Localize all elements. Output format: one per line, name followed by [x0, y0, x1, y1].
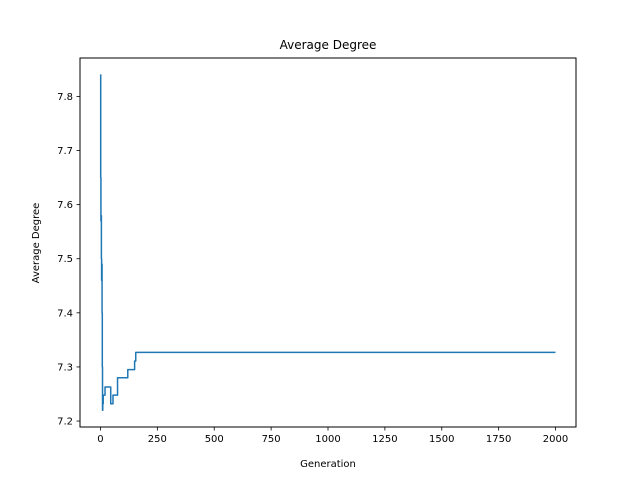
x-axis-ticks: 0 250 500 750 1000 1250 1500 1750 2000: [97, 427, 568, 445]
x-tick-label: 2000: [543, 434, 568, 445]
x-tick-label: 250: [148, 434, 167, 445]
y-tick-label: 7.6: [57, 200, 73, 211]
x-axis-label: Generation: [300, 459, 356, 470]
plot-area: [80, 58, 576, 427]
y-axis-label: Average Degree: [31, 203, 42, 284]
series-layer: [99, 74, 556, 411]
x-tick-label: 0: [97, 434, 103, 445]
y-axis-ticks: 7.2 7.3 7.4 7.5 7.6 7.7 7.8: [57, 92, 80, 428]
x-tick-label: 750: [262, 434, 281, 445]
y-tick-label: 7.7: [57, 146, 73, 157]
y-tick-label: 7.5: [57, 254, 73, 265]
y-tick-label: 7.2: [57, 417, 73, 428]
x-tick-label: 500: [205, 434, 224, 445]
y-tick-label: 7.8: [57, 92, 73, 103]
x-tick-label: 1250: [372, 434, 397, 445]
x-tick-label: 1750: [486, 434, 511, 445]
series-line: [99, 74, 556, 411]
plot-frame: [79, 57, 577, 428]
x-tick-label: 1000: [315, 434, 340, 445]
y-tick-label: 7.4: [57, 308, 73, 319]
chart-title: Average Degree: [280, 38, 377, 52]
y-tick-label: 7.3: [57, 362, 73, 373]
x-tick-label: 1500: [429, 434, 454, 445]
